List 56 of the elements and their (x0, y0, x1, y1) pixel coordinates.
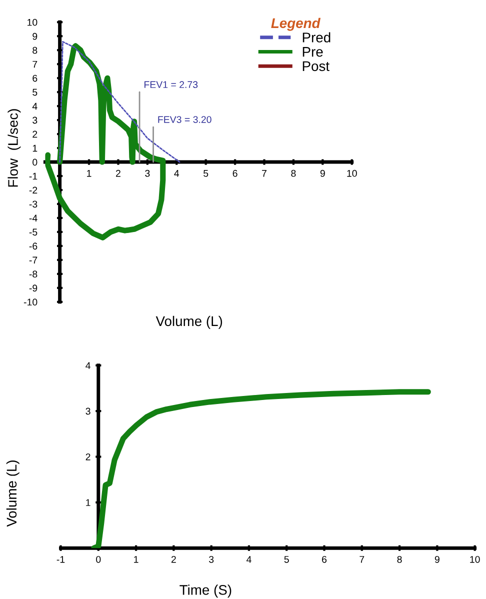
y-tick-label: 0 (32, 158, 38, 166)
y-tick-label: -5 (29, 228, 38, 236)
legend-label: Post (302, 61, 330, 72)
y-tick-label: 2 (86, 453, 90, 460)
legend-title: Legend (271, 18, 321, 31)
y-axis-title: Volume (L) (6, 460, 20, 527)
y-tick-label: 1 (32, 144, 38, 152)
x-tick-label: 6 (232, 170, 238, 177)
y-tick-label: 2 (32, 130, 38, 138)
line-series (59, 41, 180, 163)
x-tick-label: 10 (470, 556, 480, 563)
annotation: FEV3 = 3.20 (158, 116, 212, 123)
x-tick-label: 10 (347, 170, 357, 177)
y-tick-label: 3 (86, 408, 90, 415)
y-tick-label: -3 (29, 200, 38, 208)
y-tick-label: 3 (32, 116, 38, 124)
x-axis-title: Volume (L) (156, 316, 222, 329)
x-tick-label: 0 (96, 556, 101, 563)
x-tick-label: 8 (397, 556, 402, 563)
x-axis-title: Time (S) (180, 584, 232, 598)
x-tick-label: 2 (171, 556, 176, 563)
x-tick-label: 4 (246, 556, 252, 563)
y-tick-label: 5 (32, 88, 38, 96)
y-axis-title: Flow (L/sec) (8, 109, 21, 187)
x-tick-label: 3 (208, 556, 214, 563)
y-tick-label: -7 (29, 256, 38, 264)
x-tick-label: 9 (434, 556, 440, 563)
y-tick-label: 4 (86, 362, 90, 369)
y-tick-label: 1 (86, 499, 90, 506)
x-tick-label: 7 (262, 170, 266, 177)
y-tick-label: 7 (32, 60, 38, 68)
x-tick-label: 5 (284, 556, 289, 563)
y-tick-label: 6 (32, 74, 38, 82)
y-tick-label: -2 (29, 186, 38, 194)
x-tick-label: 1 (134, 556, 138, 563)
x-tick-label: 9 (320, 170, 325, 177)
x-tick-label: -1 (56, 556, 65, 563)
y-tick-label: 10 (28, 18, 38, 26)
x-tick-label: 7 (360, 556, 364, 563)
legend-label: Pred (302, 32, 330, 42)
x-tick-label: 6 (322, 556, 327, 563)
x-tick-label: 5 (204, 170, 208, 177)
x-tick-label: 2 (116, 170, 120, 177)
legend-label: Pre (302, 47, 323, 57)
x-tick-label: 3 (145, 170, 150, 177)
x-tick-label: 4 (174, 170, 180, 177)
annotation: FEV1 = 2.73 (144, 81, 198, 88)
y-tick-label: -10 (24, 298, 38, 306)
y-tick-label: 8 (32, 46, 38, 54)
y-tick-label: -8 (29, 270, 38, 278)
y-tick-label: -4 (29, 214, 38, 222)
y-tick-label: -9 (29, 284, 38, 292)
y-tick-label: -6 (29, 242, 38, 250)
x-tick-label: 8 (291, 170, 296, 177)
y-tick-label: 4 (32, 102, 38, 110)
y-tick-label: 9 (32, 32, 38, 40)
